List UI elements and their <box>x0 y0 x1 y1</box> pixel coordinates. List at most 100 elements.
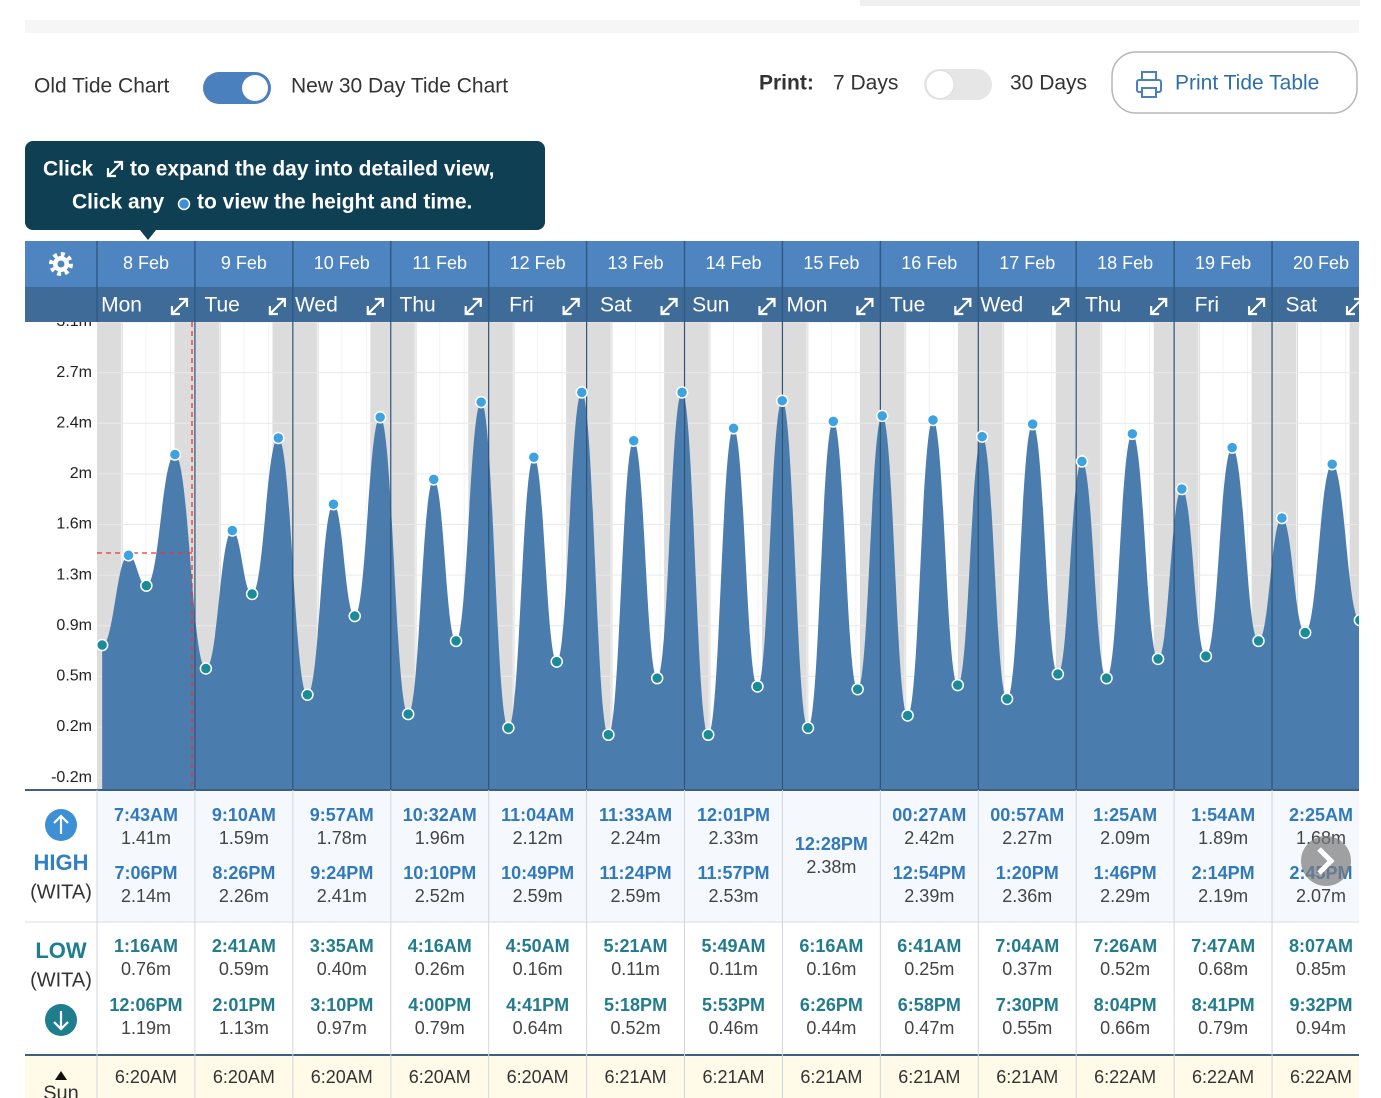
expand-icon-part <box>1060 297 1070 307</box>
low-time: 4:16AM <box>408 936 472 956</box>
print-toggle[interactable] <box>924 69 992 100</box>
expand-icon[interactable] <box>660 297 678 316</box>
y-tick-label: 1.6m <box>56 516 92 533</box>
low-point <box>1353 614 1359 627</box>
chart-toggle[interactable] <box>203 72 271 104</box>
high-time: 9:57AM <box>310 805 374 825</box>
high-time: 8:26PM <box>212 863 275 883</box>
low-time: 5:18PM <box>604 995 667 1015</box>
next-button[interactable] <box>1301 836 1351 886</box>
high-time: 11:04AM <box>501 805 574 825</box>
print-30-label: 30 Days <box>1010 72 1087 95</box>
low-height: 0.52m <box>1100 959 1150 979</box>
expand-icon-part <box>269 298 286 315</box>
date-label: 9 Feb <box>221 253 267 273</box>
high-point <box>226 524 239 537</box>
low-height: 0.64m <box>513 1018 563 1038</box>
low-point <box>702 728 715 742</box>
high-time: 9:24PM <box>310 863 373 883</box>
high-height: 2.42m <box>904 828 954 848</box>
sunrise-time: 6:22AM <box>1094 1067 1156 1087</box>
low-time: 7:26AM <box>1093 936 1157 956</box>
old-chart-label: Old Tide Chart <box>34 75 170 98</box>
y-tick-label: 2.7m <box>56 364 92 381</box>
low-point <box>1298 626 1312 639</box>
low-height: 0.55m <box>1002 1018 1052 1038</box>
expand-icon[interactable] <box>856 297 874 316</box>
high-time: 11:57PM <box>697 863 769 883</box>
hint-text: Click any <box>72 191 165 214</box>
print-button[interactable]: Print Tide Table <box>1111 51 1358 114</box>
low-point <box>301 688 314 701</box>
high-height: 2.33m <box>708 828 758 848</box>
low-time: 4:50AM <box>506 936 570 956</box>
expand-icon[interactable] <box>954 297 972 316</box>
low-point <box>650 671 664 685</box>
high-height: 2.07m <box>1296 886 1346 906</box>
expand-icon-part <box>758 306 768 316</box>
expand-icon[interactable] <box>1345 297 1362 316</box>
expand-icon-part <box>472 297 482 307</box>
high-time: 7:06PM <box>114 863 177 883</box>
expand-icon-part <box>1256 297 1266 307</box>
plot <box>97 322 1359 790</box>
high-point <box>327 497 340 511</box>
weekday-label: Wed <box>295 294 338 317</box>
high-height: 2.14m <box>121 886 171 906</box>
high-height: 1.59m <box>219 828 269 848</box>
expand-icon[interactable] <box>464 297 482 316</box>
expand-icon[interactable] <box>1150 297 1168 316</box>
low-time: 4:00PM <box>408 995 471 1015</box>
high-point <box>627 434 640 447</box>
high-point <box>875 409 889 423</box>
expand-icon-part <box>1346 300 1359 315</box>
high-height: 2.26m <box>219 886 269 906</box>
settings-button[interactable] <box>49 252 73 276</box>
expand-icon[interactable] <box>562 297 580 316</box>
expand-icon-part <box>954 298 972 315</box>
expand-icon-part <box>366 306 376 316</box>
date-label: 18 Feb <box>1097 253 1153 273</box>
high-height: 2.59m <box>611 886 661 906</box>
expand-icon-part <box>1150 298 1167 315</box>
print-button-label[interactable]: Print Tide Table <box>1175 72 1319 95</box>
low-time: 5:21AM <box>604 936 668 956</box>
expand-icon[interactable] <box>1052 297 1070 316</box>
low-time: 9:32PM <box>1289 995 1352 1015</box>
weekday-label: Mon <box>101 294 142 317</box>
expand-icon-part <box>464 306 474 316</box>
sunrise-time: 6:21AM <box>898 1067 960 1087</box>
sun-label: Sun <box>43 1082 79 1098</box>
high-height: 2.24m <box>611 828 661 848</box>
y-tick-label: 0.5m <box>56 668 92 685</box>
expand-icon-part <box>562 306 572 316</box>
tide-area <box>102 392 1359 790</box>
low-time: 3:10PM <box>310 995 373 1015</box>
high-time: 12:01PM <box>697 805 770 825</box>
low-time: 8:41PM <box>1192 995 1255 1015</box>
high-time: 10:49PM <box>501 863 574 883</box>
low-point <box>901 709 914 722</box>
y-tick-label: 2m <box>70 465 92 482</box>
weekday-label: Wed <box>980 294 1023 317</box>
timezone-label: (WITA) <box>30 969 92 991</box>
low-height: 0.52m <box>611 1018 661 1038</box>
hint-text: to expand the day into detailed view, <box>130 158 494 181</box>
low-height: 0.16m <box>806 959 856 979</box>
expand-icon[interactable] <box>170 297 189 316</box>
low-point <box>95 638 109 652</box>
low-label: LOW <box>35 938 87 963</box>
sunrise-time: 6:20AM <box>115 1067 177 1087</box>
date-label: 16 Feb <box>901 253 957 273</box>
low-point <box>1051 667 1065 681</box>
high-point <box>727 422 740 435</box>
expand-icon[interactable] <box>268 297 286 316</box>
high-height: 2.27m <box>1002 828 1052 848</box>
expand-icon[interactable] <box>1247 297 1266 316</box>
expand-icon[interactable] <box>366 297 384 316</box>
high-height: 2.09m <box>1100 828 1150 848</box>
expand-icon[interactable] <box>758 297 776 316</box>
top-bar <box>25 20 1359 33</box>
high-time: 00:57AM <box>990 805 1064 825</box>
expand-icon-part <box>276 297 286 307</box>
